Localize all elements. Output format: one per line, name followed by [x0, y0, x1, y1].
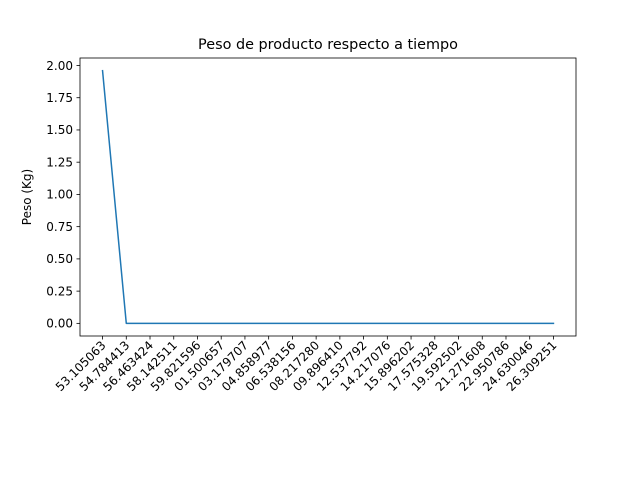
- series-line: [101, 69, 555, 325]
- y-tick-label: 2.00: [46, 59, 73, 73]
- y-axis: 0.00 0.25 0.50 0.75 1.00 1.25 1.50 1.75 2.00: [46, 59, 80, 331]
- plot-frame: [79, 57, 577, 337]
- y-tick-label: 1.75: [46, 91, 73, 105]
- x-axis: 53.10506354.78441356.46342458.14251159.8…: [53, 336, 560, 394]
- y-axis-title: Peso (Kg): [20, 169, 34, 225]
- chart-title: Peso de producto respecto a tiempo: [198, 37, 458, 53]
- y-tick-label: 0.50: [46, 252, 73, 266]
- series-layer: [101, 69, 555, 325]
- y-tick-label: 0.25: [46, 284, 73, 298]
- y-tick-label: 1.50: [46, 123, 73, 137]
- y-tick-label: 1.25: [46, 155, 73, 169]
- y-tick-label: 0.00: [46, 317, 73, 331]
- y-tick-label: 1.00: [46, 188, 73, 202]
- y-tick-label: 0.75: [46, 220, 73, 234]
